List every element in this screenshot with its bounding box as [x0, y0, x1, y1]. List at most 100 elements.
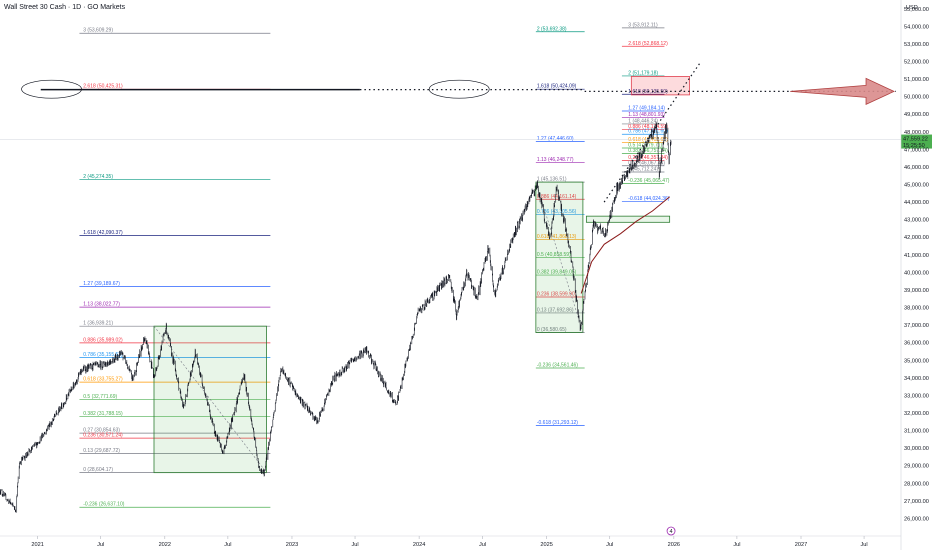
x-tick-label: Jul [733, 542, 740, 548]
fib-level-label: 0.618 (41,868.13) [537, 234, 577, 240]
fib-level-label: 0.886 (48,134.59) [628, 124, 668, 130]
fib-level-label: 0.886 (44,161.14) [537, 194, 577, 200]
fib-level-label: 0.13 (37,692.86) [537, 307, 574, 313]
fib-level-label: 0.236 (46,357.84) [628, 155, 668, 161]
x-tick-label: 2022 [159, 542, 171, 548]
x-tick-label: Jul [606, 542, 613, 548]
y-tick-label: 35,000.00 [904, 358, 929, 364]
fib-zone-box [585, 215, 671, 223]
fib-level-label: 0.786 (47,861.60) [628, 129, 668, 135]
fib-level-label: 2 (45,274.35) [83, 174, 113, 180]
y-tick-label: 55,000.00 [904, 7, 929, 13]
x-tick-label: Jul [97, 542, 104, 548]
fib-level-label: 0.382 (46,757.24) [628, 148, 668, 154]
fib-level-label: -0.236 (26,637.10) [83, 502, 124, 508]
fib-level-label: 0.786 (35,155.53) [83, 352, 123, 358]
y-tick-label: 42,000.00 [904, 235, 929, 241]
y-tick-label: 36,000.00 [904, 341, 929, 347]
target-zone [630, 76, 690, 96]
fib-level-label: 1 (48,446.24) [628, 118, 658, 124]
ellipse-highlight [21, 79, 82, 99]
fib-level-label: -0.618 (44,024.36) [628, 196, 669, 202]
y-tick-label: 26,000.00 [904, 516, 929, 522]
fib-level-label: 1.27 (47,446.60) [537, 136, 574, 142]
fib-level-label: -0.618 (31,293.12) [537, 420, 578, 426]
fib-level-label: 0 (45,712.24) [628, 167, 658, 173]
y-tick-label: 32,000.00 [904, 411, 929, 417]
x-tick-label: 2024 [413, 542, 425, 548]
y-tick-label: 53,000.00 [904, 42, 929, 48]
fib-level-label: 0.13 (46,067.44) [628, 160, 665, 166]
fib-level-label: 0 (28,604.17) [83, 467, 113, 473]
currency-label: USD [906, 5, 918, 11]
fib-level-label: 0 (36,580.65) [537, 327, 567, 333]
chart-title: Wall Street 30 Cash · 1D · GO Markets [4, 4, 126, 11]
fib-level-label: 1 (36,939.21) [83, 321, 113, 327]
y-tick-label: 30,000.00 [904, 446, 929, 452]
fib-level-label: 0.236 (38,599.90) [537, 291, 577, 297]
price-layer [0, 121, 672, 513]
fib-level-label: -0.236 (45,065.47) [628, 178, 669, 184]
y-tick-label: 29,000.00 [904, 464, 929, 470]
fib-level-label: 0.5 (32,771.69) [83, 394, 117, 400]
boxes-layer [153, 76, 690, 474]
box-diagonal [153, 326, 267, 473]
fib-level-label: 1.27 (49,184.14) [628, 105, 665, 111]
fib-level-label: 0.382 (39,849.05) [537, 270, 577, 276]
y-tick-label: 51,000.00 [904, 77, 929, 83]
last-price-countdown: 15:25:50 [903, 143, 925, 149]
fib-level-label: 0.618 (33,755.27) [83, 377, 123, 383]
y-tick-label: 40,000.00 [904, 270, 929, 276]
fib-level-label: 3 (53,912.11) [628, 22, 658, 28]
y-tick-label: 47,000.00 [904, 147, 929, 153]
fib-level-label: 1.13 (38,022.77) [83, 302, 120, 308]
y-tick-label: 43,000.00 [904, 218, 929, 224]
fib-level-label: 2.618 (50,425.31) [83, 84, 123, 90]
fib-level-label: -0.236 (34,561.46) [537, 362, 578, 368]
fib-level-label: 1.13 (46,248.77) [537, 157, 574, 163]
y-tick-label: 31,000.00 [904, 429, 929, 435]
events-badge [666, 526, 676, 536]
y-tick-label: 41,000.00 [904, 253, 929, 259]
x-tick-label: 2021 [31, 542, 43, 548]
x-tick-label: 2023 [286, 542, 298, 548]
fib-level-label: 1 (45,136.51) [537, 177, 567, 183]
y-tick-label: 38,000.00 [904, 306, 929, 312]
moving-average-line [580, 196, 671, 294]
fib-level-label: 0.5 (40,858.59) [537, 252, 571, 258]
fib-level-label: 1.27 (39,189.67) [83, 281, 120, 287]
fib-level-label: 0.786 (43,305.56) [537, 209, 577, 215]
y-tick-label: 33,000.00 [904, 393, 929, 399]
y-tick-label: 48,000.00 [904, 130, 929, 136]
last-price-badge [901, 134, 932, 149]
fib-level-label: 0.236 (30,571.24) [83, 433, 123, 439]
fib-level-label: 2.618 (52,868.12) [628, 41, 668, 47]
x-tick-label: 2025 [540, 542, 552, 548]
y-tick-label: 52,000.00 [904, 60, 929, 66]
fib-level-label: 1.13 (48,801.93) [628, 112, 665, 118]
y-tick-label: 39,000.00 [904, 288, 929, 294]
fib-level-label: 0.27 (30,854.63) [83, 428, 120, 434]
events-badge-count: 4 [669, 529, 672, 535]
target-arrow-icon [790, 77, 895, 106]
fibonacci-layer: 3 (53,609.29) 2.618 (50,425.31) 2 (45,274.… [79, 22, 670, 508]
x-tick-label: Jul [479, 542, 486, 548]
y-tick-label: 49,000.00 [904, 112, 929, 118]
fib-level-label: 1.618 (50,424.09) [537, 84, 577, 90]
fib-level-label: 2 (51,179.18) [628, 70, 658, 76]
x-tick-label: Jul [351, 542, 358, 548]
fib-level-label: 0.886 (35,989.02) [83, 337, 123, 343]
fib-level-label: 0.13 (29,687.72) [83, 448, 120, 454]
y-tick-label: 44,000.00 [904, 200, 929, 206]
y-tick-label: 50,000.00 [904, 95, 929, 101]
fib-level-label: 0.5 (47,079.71) [628, 142, 662, 148]
fib-level-label: 1.618 (42,090.37) [83, 230, 123, 236]
last-price-label: 47,559.22 [903, 137, 928, 143]
fib-level-label: 2 (53,692.38) [537, 26, 567, 32]
x-tick-label: Jul [224, 542, 231, 548]
y-tick-label: 46,000.00 [904, 165, 929, 171]
